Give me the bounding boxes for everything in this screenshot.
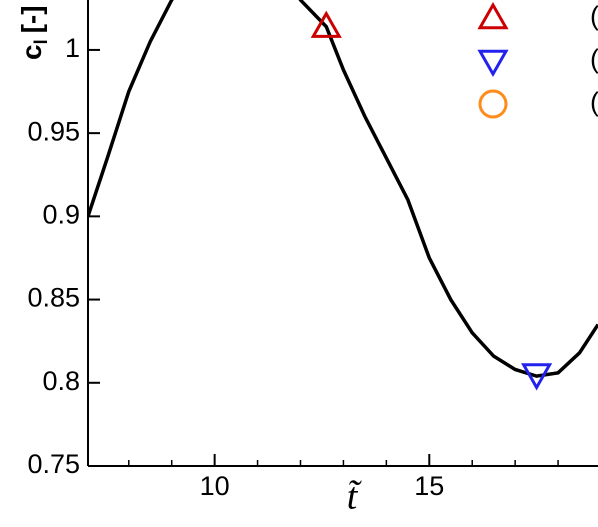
y-label-subscript: l	[31, 39, 51, 44]
y-label-main: cl [-]	[16, 5, 50, 60]
x-axis-label: t̃	[347, 476, 363, 518]
y-axis-label: cl [-]	[16, 5, 50, 60]
data-line	[88, 0, 598, 378]
marker-triangle-down	[521, 363, 553, 391]
y-label-symbol: c	[16, 44, 47, 60]
legend-marker	[477, 49, 509, 78]
y-label-unit: [-]	[16, 5, 47, 33]
y-tick-label: 0.95	[27, 116, 80, 146]
marker-triangle-up	[310, 10, 342, 38]
x-tick-label: 15	[414, 471, 444, 501]
legend-marker	[478, 89, 508, 119]
legend-marker	[477, 1, 509, 30]
legend-label: (	[590, 87, 598, 117]
legend-label: (	[590, 44, 598, 74]
y-tick-label: 0.9	[42, 199, 80, 229]
y-tick-label: 0.75	[27, 449, 80, 479]
legend-label: (	[590, 1, 598, 31]
y-tick-label: 0.8	[42, 366, 80, 396]
plot-area	[88, 0, 598, 391]
y-tick-label: 0.85	[27, 283, 80, 313]
y-tick-label: 1	[65, 33, 80, 63]
x-tick-label: 10	[200, 471, 230, 501]
